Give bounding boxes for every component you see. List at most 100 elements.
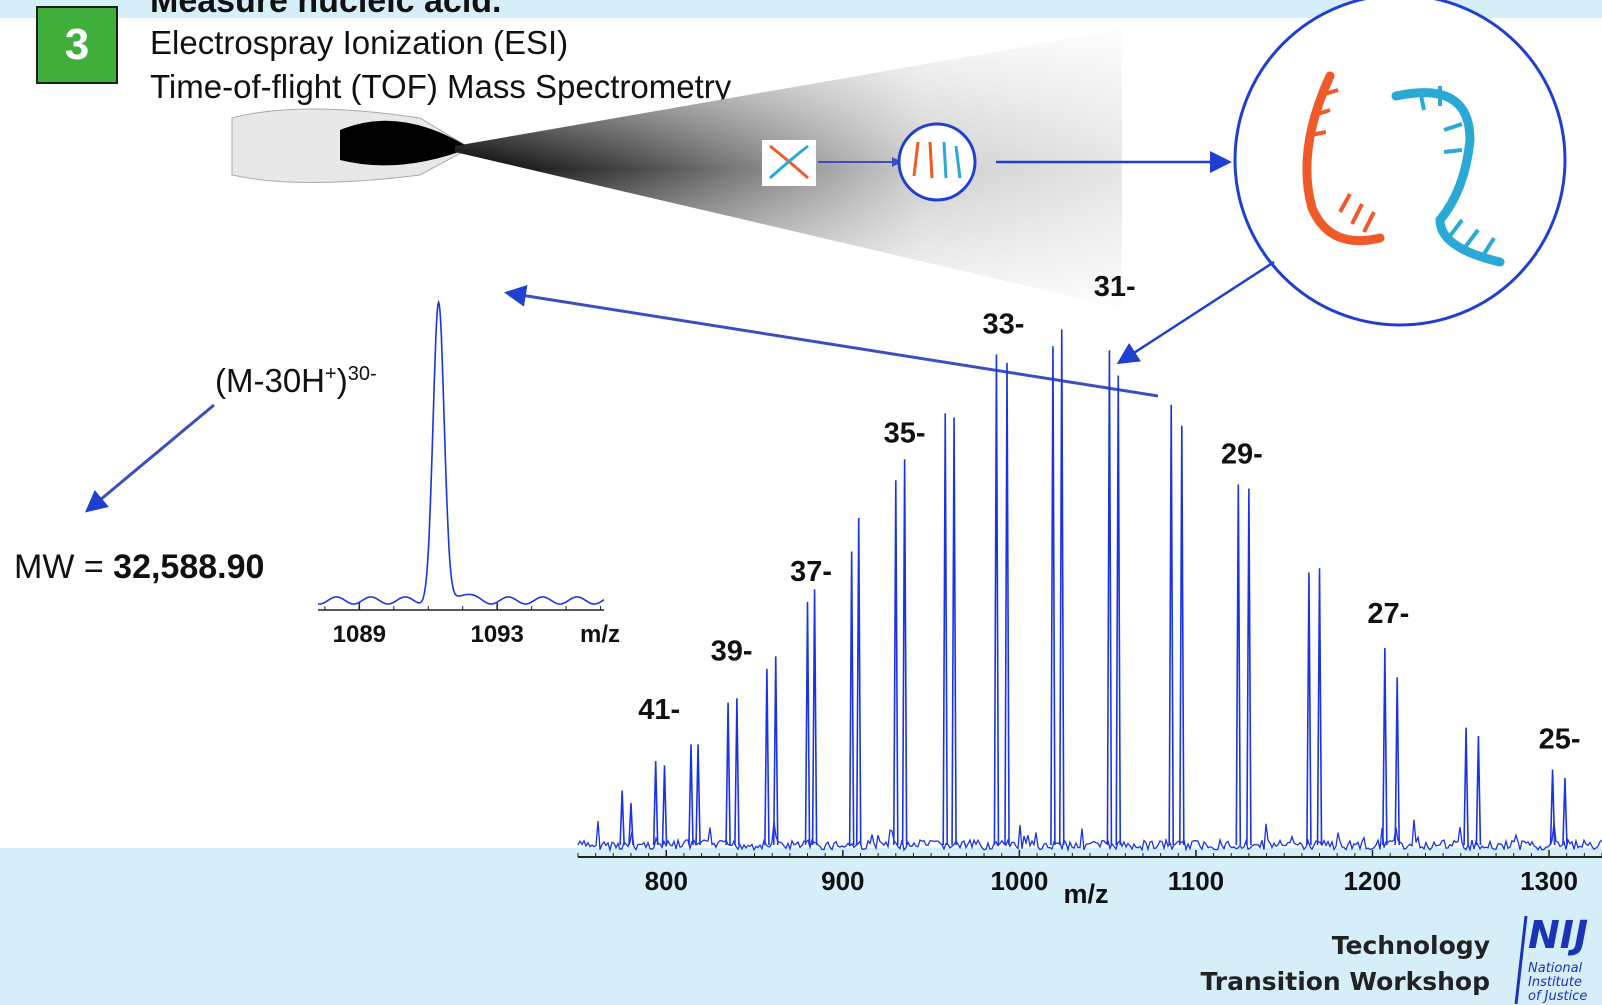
top-band: [0, 0, 1602, 18]
spectrum-peak: [1168, 404, 1175, 846]
spectrum-peak: [811, 589, 818, 846]
step-number-badge: 3: [36, 6, 118, 84]
charge-state-label: 27-: [1367, 598, 1409, 630]
spectrum-x-tick-label: 1200: [1344, 866, 1402, 896]
spectrum-charge-labels: 41- 39- 37- 35- 33- 31- 29- 27- 25-: [638, 271, 1580, 756]
logo-sub-2: Institute: [1528, 975, 1582, 990]
logo-text: NIJ: [1528, 913, 1588, 957]
inset-x-tick-label: 1093: [470, 621, 523, 648]
spectrum-peak: [993, 354, 1000, 846]
spectrum-peak: [764, 668, 770, 846]
spectrum-x-tick-label: 900: [821, 866, 864, 896]
logo-sub-1: National: [1528, 961, 1583, 976]
spectrum-peak: [688, 744, 694, 846]
orange-base-ticks: [1305, 88, 1376, 233]
spectrum-peak: [772, 656, 779, 846]
footer-line-1: Technology: [1331, 931, 1490, 960]
molecular-weight: MW = 32,588.90: [14, 548, 264, 587]
spectrum-peak: [1106, 350, 1113, 846]
spectrum-x-tick-label: 1300: [1520, 866, 1578, 896]
slide-title: Measure nucleic acid.: [150, 0, 502, 20]
inset-peak-trace: [317, 299, 605, 605]
spectrum-peak: [661, 765, 668, 846]
inset-x-tick-label: 1089: [333, 621, 386, 648]
bottom-band: [0, 848, 1602, 1005]
spectrum-peak: [1394, 677, 1400, 846]
spectrum-x-tick-label: 1100: [1168, 866, 1224, 896]
charge-state-label: 35-: [884, 418, 926, 450]
footer-line-2: Transition Workshop: [1200, 967, 1490, 996]
spectrum-baseline-trace: [577, 819, 1602, 853]
logo-sub-3: of Justice: [1528, 989, 1587, 1004]
spectrum-peak: [695, 744, 701, 846]
spectrum-peak: [942, 413, 949, 846]
mass-spectrum: 800 900 1000 1100 1200 1300 41- 39- 37- 35- 33- 31…: [577, 271, 1602, 909]
spectrum-peak: [901, 459, 908, 846]
ion-label-charge: +: [325, 363, 337, 385]
mw-prefix: MW =: [14, 548, 114, 586]
spectrum-peak: [734, 698, 740, 846]
charge-state-label: 41-: [638, 694, 680, 726]
arrow-to-zoom-inset: [504, 284, 1159, 398]
logo-slash: [1514, 915, 1528, 1005]
spectrum-peak: [892, 480, 899, 846]
ion-label-close: ): [336, 362, 348, 399]
ion-charge-label: (M-30H+)30-: [215, 362, 377, 400]
spectrum-x-tick-label: 800: [645, 866, 688, 896]
duplex-strand-cyan: [768, 144, 809, 180]
electrospray-plume-image: [231, 30, 1232, 308]
inset-x-axis-label: m/z: [580, 621, 620, 648]
spectrum-x-ticks: 800 900 1000 1100 1200 1300: [577, 850, 1602, 896]
spectrum-peak: [951, 417, 957, 846]
spectrum-peak: [804, 601, 811, 846]
spectrum-peak: [1463, 727, 1469, 846]
charge-state-label: 25-: [1539, 724, 1581, 756]
spectrum-peak: [855, 517, 862, 846]
spectrum-peak: [1382, 647, 1388, 846]
spectrum-x-axis-label: m/z: [1063, 879, 1108, 909]
small-strand-orange: [912, 141, 934, 179]
arrow-to-mw: [84, 403, 215, 513]
spectrum-peak: [1246, 488, 1252, 846]
charge-state-label: 29-: [1221, 439, 1263, 471]
spectrum-peak: [1058, 329, 1065, 846]
nij-logo: NIJ National Institute of Justice: [1514, 913, 1588, 1005]
spectrum-peak: [628, 803, 634, 846]
spectrum-peak: [1050, 346, 1056, 846]
spectrum-peak: [652, 761, 659, 846]
spectrum-peak: [1235, 484, 1242, 846]
taylor-cone: [340, 120, 470, 166]
ion-label-state: 30-: [347, 363, 377, 385]
spectrum-peak: [1562, 777, 1568, 846]
cyan-base-ticks: [1418, 86, 1496, 256]
charge-state-label: 39-: [711, 636, 753, 668]
spectrum-peak: [619, 790, 625, 846]
ion-label-base: (M-30H: [215, 362, 326, 399]
charge-state-label: 31-: [1094, 271, 1136, 303]
spectrum-peak: [725, 702, 731, 846]
spectrum-peak: [1475, 735, 1482, 846]
large-circle-outline: [1233, 0, 1567, 327]
arrow-to-spectrum: [1116, 260, 1275, 365]
charge-state-label: 37-: [790, 556, 832, 588]
subtitle-esi: Electrospray Ionization (ESI): [150, 24, 569, 61]
workshop-footer: Technology Transition Workshop: [1200, 928, 1490, 1000]
spectrum-peak: [1115, 375, 1122, 846]
spectrum-peaks: [619, 329, 1568, 846]
small-strand-cyan: [942, 141, 962, 179]
spectrum-peak: [1316, 568, 1323, 846]
spectrum-peak: [1004, 362, 1010, 846]
single-strand-cyan: [1391, 88, 1505, 267]
inset-x-ticks: 1089 1093: [324, 603, 602, 648]
spectrum-peak: [1549, 769, 1556, 846]
subtitle-tof: Time-of-flight (TOF) Mass Spectrometry: [150, 68, 732, 105]
mw-value: 32,588.90: [113, 548, 265, 586]
spectrum-peak: [1306, 572, 1312, 846]
charge-state-label: 33-: [983, 309, 1025, 341]
spectrum-x-tick-label: 1000: [990, 866, 1048, 896]
spectrum-peak: [848, 551, 855, 846]
large-magnify-circle: [1116, 0, 1567, 365]
spectrum-peak: [1179, 425, 1185, 846]
small-magnify-circle: [897, 122, 977, 202]
